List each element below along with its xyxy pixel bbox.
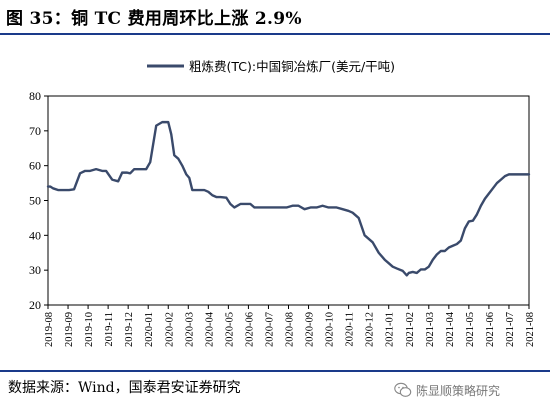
y-tick-label: 70 xyxy=(29,124,41,138)
y-tick-label: 60 xyxy=(29,159,41,173)
y-tick-label: 20 xyxy=(29,298,41,312)
plot-frame xyxy=(47,95,530,306)
x-tick-label: 2020-12 xyxy=(365,312,376,347)
x-tick-label: 2021-07 xyxy=(505,312,516,347)
title-rule xyxy=(0,33,550,35)
chart-legend: 粗炼费(TC):中国铜冶炼厂(美元/干吨) xyxy=(147,59,395,74)
x-tick-label: 2020-04 xyxy=(204,311,215,347)
y-tick-label: 80 xyxy=(29,89,41,103)
x-tick-label: 2021-03 xyxy=(425,312,436,347)
watermark-text: 陈显顺策略研究 xyxy=(416,383,501,398)
x-tick-label: 2020-09 xyxy=(305,312,316,347)
x-tick-label: 2019-08 xyxy=(44,312,55,347)
x-axis: 2019-08 2019-09 2019-10 2019-11 2019-12 2020-… xyxy=(44,305,536,347)
watermark: 陈显顺策略研究 xyxy=(394,379,500,401)
x-tick-label: 2021-04 xyxy=(445,311,456,347)
x-tick-label: 2020-11 xyxy=(345,312,356,347)
x-tick-label: 2020-08 xyxy=(285,312,296,347)
x-tick-label: 2021-01 xyxy=(385,312,396,347)
source-rule xyxy=(0,370,550,372)
x-tick-label: 2021-08 xyxy=(525,312,536,347)
figure-title: 图 35：铜 TC 费用周环比上涨 2.9% xyxy=(6,9,302,29)
wechat-icon xyxy=(394,382,412,397)
x-tick-label: 2020-07 xyxy=(264,312,275,347)
x-tick-label: 2021-06 xyxy=(485,312,496,347)
x-tick-label: 2021-05 xyxy=(465,312,476,347)
series-line xyxy=(46,120,531,277)
legend-label: 粗炼费(TC):中国铜冶炼厂(美元/干吨) xyxy=(189,59,395,74)
x-tick-label: 2019-09 xyxy=(64,312,75,347)
y-tick-label: 30 xyxy=(29,263,41,277)
x-tick-label: 2020-01 xyxy=(144,312,155,347)
x-tick-label: 2020-06 xyxy=(244,312,255,347)
x-tick-label: 2020-02 xyxy=(164,312,175,347)
x-tick-label: 2020-10 xyxy=(325,312,336,347)
x-tick-label: 2020-03 xyxy=(184,312,195,347)
x-tick-label: 2019-10 xyxy=(84,312,95,347)
x-tick-label: 2019-12 xyxy=(124,312,135,347)
y-tick-label: 50 xyxy=(29,194,41,208)
x-tick-label: 2019-11 xyxy=(104,312,115,347)
line-chart: 粗炼费(TC):中国铜冶炼厂(美元/干吨) 20 30 40 50 60 70 80 201… xyxy=(29,59,536,347)
y-tick-label: 40 xyxy=(29,228,41,242)
y-axis: 20 30 40 50 60 70 80 xyxy=(29,89,48,312)
source-note: 数据来源：Wind，国泰君安证券研究 xyxy=(8,380,241,396)
x-tick-label: 2021-02 xyxy=(405,312,416,347)
x-tick-label: 2020-05 xyxy=(224,312,235,347)
